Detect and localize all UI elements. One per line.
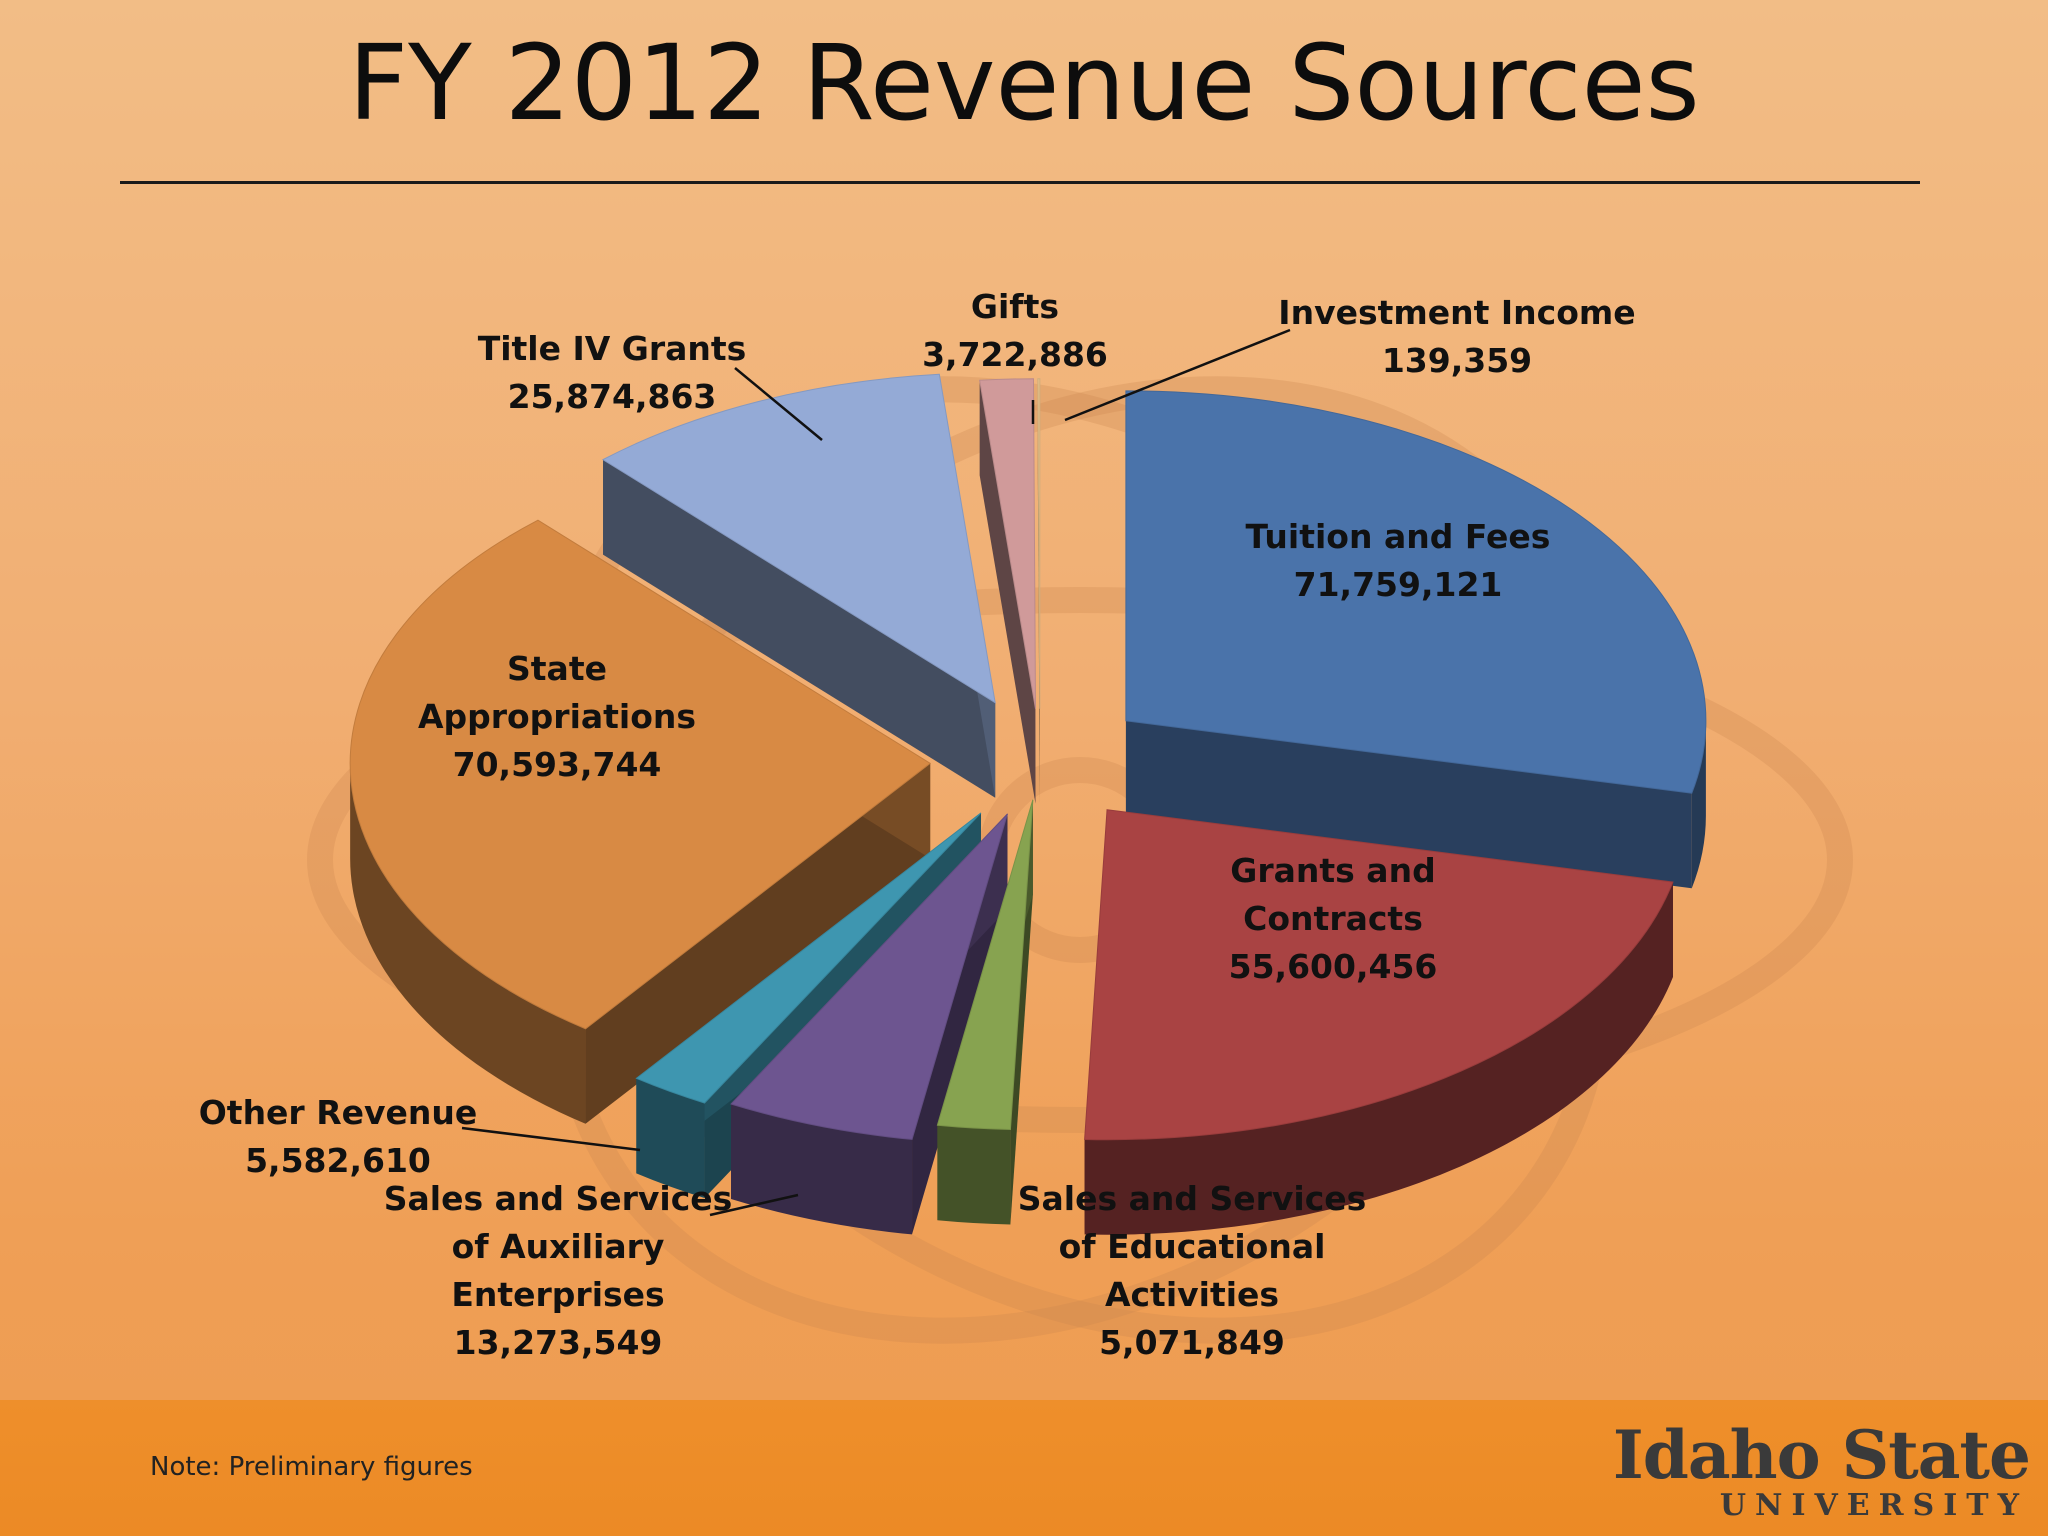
slice-top	[979, 378, 1037, 709]
slice-wall	[603, 459, 996, 798]
slice-top	[635, 812, 982, 1104]
data-labels: Tuition and Fees 71,759,121 Grants and Cont…	[199, 287, 1636, 1362]
slice-outer-wall	[1084, 882, 1673, 1235]
label-investment-income: Investment Income 139,359	[1278, 293, 1635, 380]
slice-top	[1125, 390, 1707, 794]
slice-name: Sales and Services	[384, 1179, 733, 1218]
leader-line	[461, 1126, 641, 1152]
slice-name: Tuition and Fees	[1246, 517, 1551, 556]
slice-value: 139,359	[1382, 341, 1532, 380]
slice-title-iv-grants	[602, 373, 996, 798]
slice-name: of Educational	[1059, 1227, 1326, 1266]
label-sales-and-services-of-auxiliary-enterprises: Sales and Services of Auxiliary Enterprise…	[384, 1179, 733, 1362]
slice-name: Sales and Services	[1018, 1179, 1367, 1218]
slice-name: Enterprises	[451, 1275, 664, 1314]
label-state-appropriations: State Appropriations 70,593,744	[418, 649, 696, 784]
slice-outer-wall	[937, 1125, 1011, 1225]
slice-outer-wall	[731, 1104, 913, 1235]
slice-value: 55,600,456	[1229, 947, 1438, 986]
label-grants-and-contracts: Grants and Contracts 55,600,456	[1229, 851, 1438, 986]
slice-tuition-and-fees	[1125, 390, 1707, 889]
slice-top	[602, 373, 996, 704]
slice-sales-and-services-of-educational-activities	[936, 799, 1034, 1225]
leader-line	[734, 367, 823, 441]
slice-wall	[979, 380, 1036, 804]
slice-sales-and-services-of-auxiliary-enterprises	[730, 813, 1008, 1235]
slice-top	[1084, 809, 1674, 1141]
slice-name: of Auxiliary	[452, 1227, 665, 1266]
slice-name: Other Revenue	[199, 1093, 478, 1132]
slice-value: 13,273,549	[454, 1323, 663, 1362]
logo-subtitle: UNIVERSITY	[1719, 1488, 2028, 1523]
slice-value: 5,582,610	[245, 1141, 431, 1180]
slice-value: 71,759,121	[1294, 565, 1503, 604]
slice-name: Activities	[1105, 1275, 1279, 1314]
logo-wordmark: Idaho State	[1612, 1416, 2031, 1494]
slice-outer-wall	[1691, 720, 1706, 889]
pie-slices	[349, 373, 1707, 1235]
slice-name: Appropriations	[418, 697, 696, 736]
leader-line	[709, 1193, 799, 1217]
slice-gifts	[979, 378, 1037, 804]
leader-lines	[461, 328, 1291, 1217]
footnote: Note: Preliminary figures	[150, 1452, 473, 1482]
slice-top	[1037, 378, 1041, 709]
slice-value: 3,722,886	[922, 335, 1108, 374]
label-tuition-and-fees: Tuition and Fees 71,759,121	[1246, 517, 1551, 604]
footer-band	[0, 1400, 2048, 1536]
slice-name: Gifts	[971, 287, 1059, 326]
slice-value: 5,071,849	[1099, 1323, 1285, 1362]
slice-outer-wall	[636, 1078, 705, 1199]
slice-state-appropriations	[349, 519, 932, 1124]
revenue-pie-chart: Tuition and Fees 71,759,121 Grants and Cont…	[199, 287, 1707, 1362]
slice-top	[936, 799, 1034, 1130]
slice-name: Title IV Grants	[478, 329, 747, 368]
title-divider	[120, 181, 1920, 184]
leader-line	[1064, 328, 1291, 422]
label-other-revenue: Other Revenue 5,582,610	[199, 1093, 478, 1180]
slice-wall	[585, 763, 931, 1124]
slice-name: Grants and	[1230, 851, 1435, 890]
slice-investment-income	[1037, 378, 1041, 804]
slice-name: Contracts	[1243, 899, 1423, 938]
university-logo: Idaho State UNIVERSITY	[1613, 1416, 2031, 1526]
slice-grants-and-contracts	[1084, 809, 1674, 1235]
label-sales-and-services-of-educational-activities: Sales and Services of Educational Activiti…	[1018, 1179, 1367, 1362]
slice-name: State	[507, 649, 607, 688]
label-gifts: Gifts 3,722,886	[922, 287, 1108, 374]
slice-top	[730, 813, 1008, 1140]
slice-outer-wall	[350, 763, 586, 1124]
slice-wall	[1125, 720, 1692, 889]
page-title: FY 2012 Revenue Sources	[348, 22, 1700, 144]
slice-value: 25,874,863	[508, 377, 717, 416]
slice-name: Investment Income	[1278, 293, 1635, 332]
slice-top	[349, 519, 932, 1030]
label-title-iv-grants: Title IV Grants 25,874,863	[478, 329, 747, 416]
slice-value: 70,593,744	[453, 745, 662, 784]
